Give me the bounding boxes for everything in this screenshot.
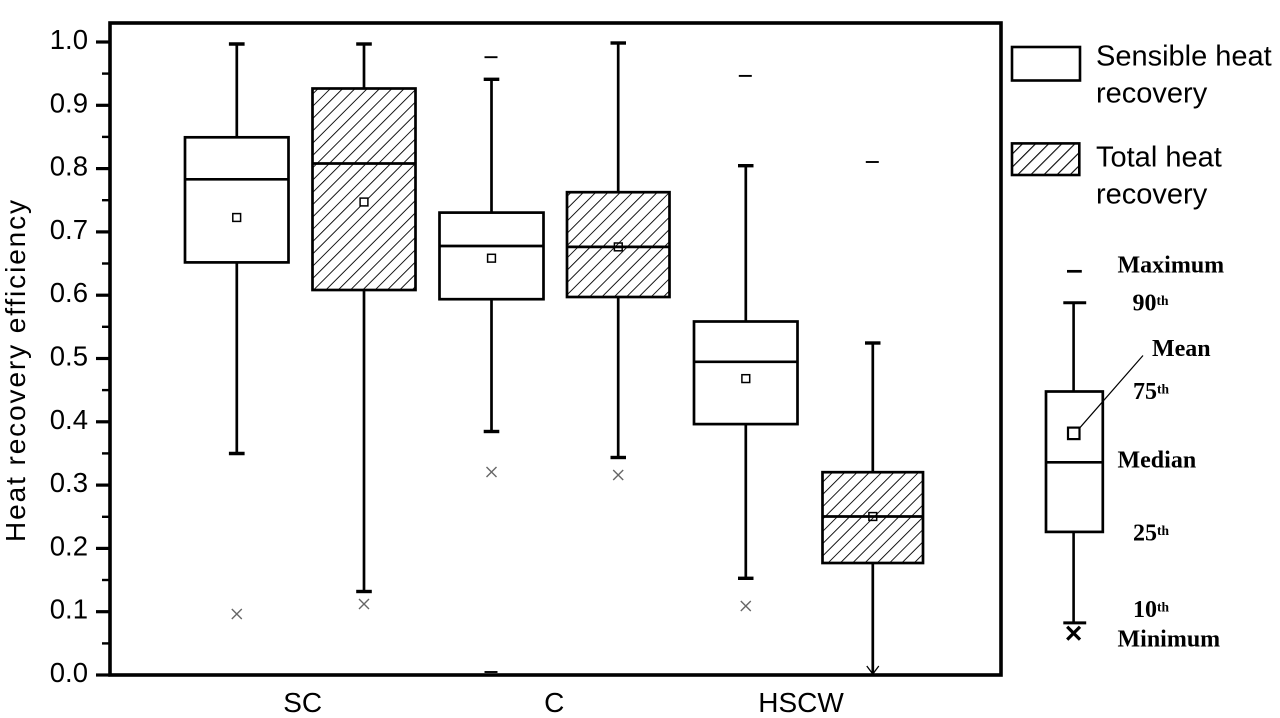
svg-text:90th: 90th xyxy=(1133,291,1169,317)
svg-text:Heat recovery efficiency: Heat recovery efficiency xyxy=(0,198,31,542)
svg-text:0.4: 0.4 xyxy=(50,404,88,435)
svg-text:0.0: 0.0 xyxy=(50,657,88,688)
svg-text:recovery: recovery xyxy=(1096,78,1208,110)
svg-text:Median: Median xyxy=(1118,448,1197,474)
svg-text:0.7: 0.7 xyxy=(50,214,88,245)
svg-text:0.2: 0.2 xyxy=(50,530,88,561)
svg-text:0.1: 0.1 xyxy=(50,594,88,625)
svg-text:SC: SC xyxy=(283,687,322,718)
svg-text:1.0: 1.0 xyxy=(50,24,88,55)
svg-text:0.5: 0.5 xyxy=(50,341,88,372)
svg-text:HSCW: HSCW xyxy=(758,687,844,718)
svg-text:Mean: Mean xyxy=(1152,336,1211,362)
svg-text:75th: 75th xyxy=(1133,379,1169,405)
svg-text:25th: 25th xyxy=(1133,521,1169,547)
svg-text:0.3: 0.3 xyxy=(50,467,88,498)
svg-text:Minimum: Minimum xyxy=(1118,627,1221,653)
svg-text:Sensible heat: Sensible heat xyxy=(1096,41,1272,73)
svg-text:10th: 10th xyxy=(1133,597,1169,623)
svg-text:0.8: 0.8 xyxy=(50,151,88,182)
svg-text:0.9: 0.9 xyxy=(50,87,88,118)
svg-text:Total heat: Total heat xyxy=(1096,142,1222,174)
svg-text:recovery: recovery xyxy=(1096,179,1208,211)
svg-text:C: C xyxy=(544,687,564,718)
svg-text:0.6: 0.6 xyxy=(50,277,88,308)
svg-text:Maximum: Maximum xyxy=(1118,253,1225,279)
